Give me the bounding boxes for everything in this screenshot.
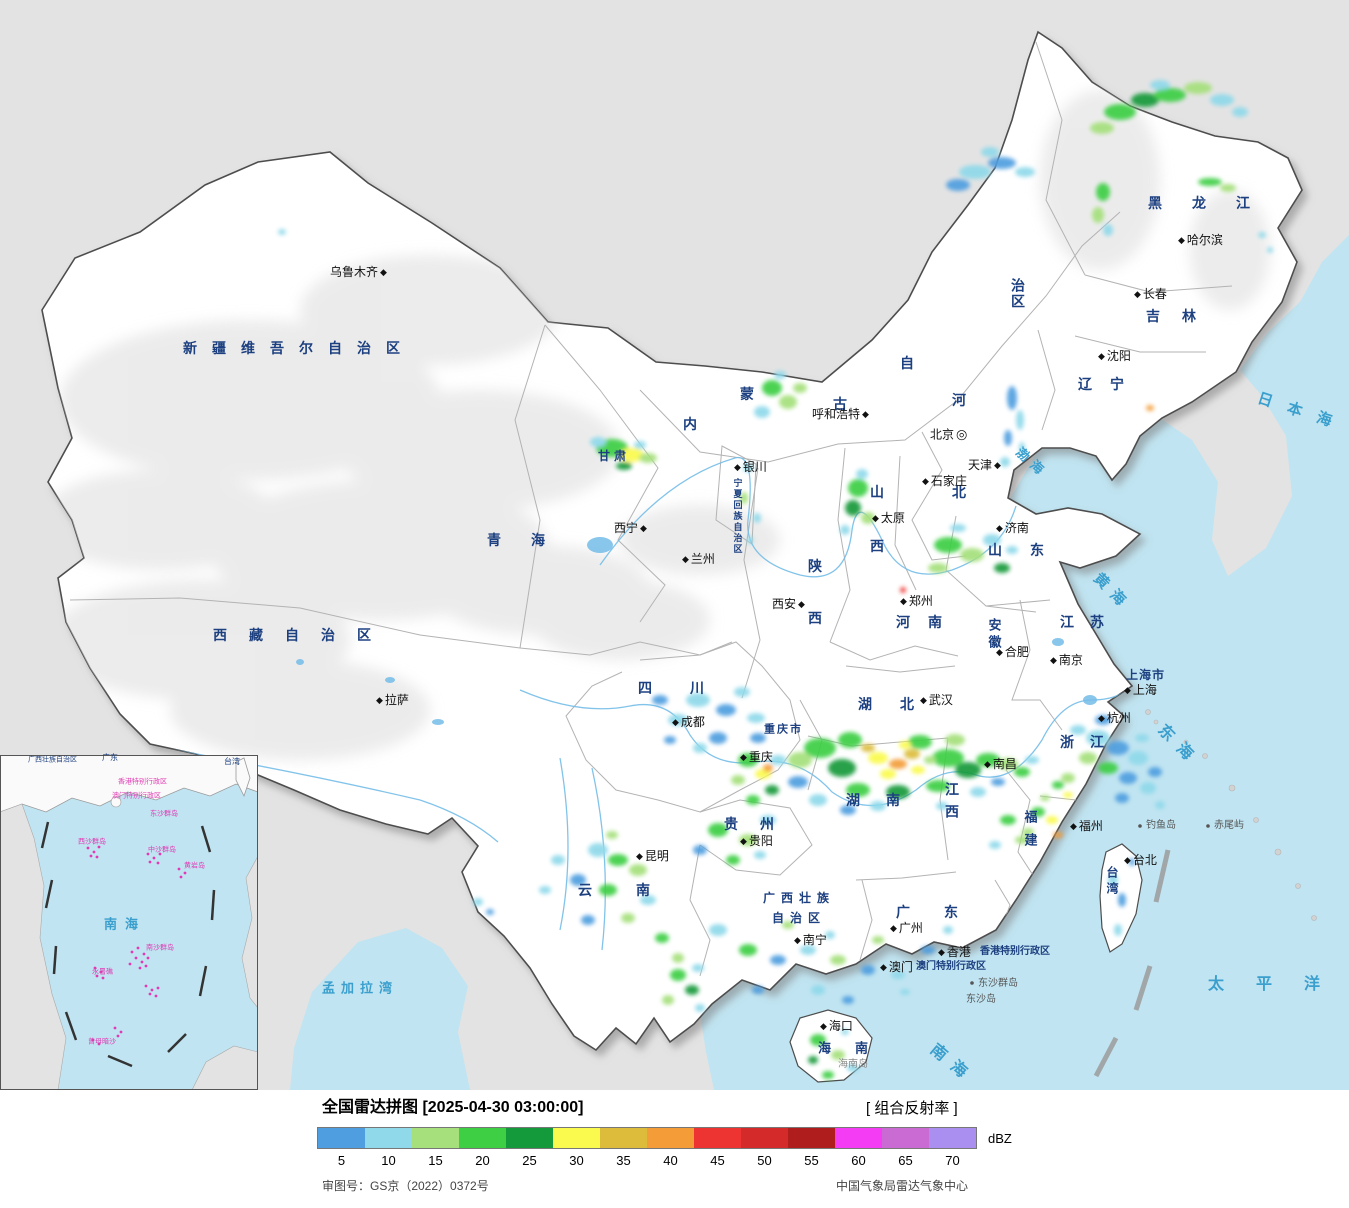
- terrain-shading: [42, 90, 1270, 760]
- legend-panel: 全国雷达拼图 [2025-04-30 03:00:00] [ 组合反射率 ] 5…: [0, 1090, 1349, 1208]
- ryukyu-islets: [1145, 709, 1317, 921]
- legend-cell: [882, 1128, 929, 1148]
- legend-value: 10: [381, 1153, 396, 1168]
- product-name: [ 组合反射率 ]: [866, 1100, 958, 1117]
- inset-reef-markers: [86, 845, 187, 1046]
- radar-echo-layer: [278, 80, 1273, 1079]
- colorbar: [317, 1127, 977, 1149]
- china-radar-map: 新疆维吾尔自治区 西藏自治区 青海 甘肃内蒙古自治区 黑龙江 吉林 辽宁河北山西山东 河南陕西…: [0, 0, 1349, 1090]
- legend-cell: [365, 1128, 412, 1148]
- legend-value: 25: [522, 1153, 537, 1168]
- legend-cell: [788, 1128, 835, 1148]
- legend-cell: [553, 1128, 600, 1148]
- legend-cell: [459, 1128, 506, 1148]
- legend-value: 15: [428, 1153, 443, 1168]
- legend-value: 20: [475, 1153, 490, 1168]
- legend-value: 65: [898, 1153, 913, 1168]
- rivers: [151, 456, 1131, 951]
- legend-cell: [647, 1128, 694, 1148]
- inset-map: [0, 755, 258, 1090]
- ten-dash-line: [1093, 849, 1171, 1078]
- legend-cell: [741, 1128, 788, 1148]
- legend-cell: [318, 1128, 365, 1148]
- small-island-dots: [970, 824, 1210, 985]
- legend-value: 40: [663, 1153, 678, 1168]
- legend-value: 35: [616, 1153, 631, 1168]
- legend-value: 70: [945, 1153, 960, 1168]
- review-number: 审图号：GS京（2022）0372号: [322, 1179, 489, 1193]
- legend-value: 30: [569, 1153, 584, 1168]
- credit: 中国气象局雷达气象中心: [836, 1179, 969, 1193]
- legend-value: 50: [757, 1153, 772, 1168]
- legend-cell: [835, 1128, 882, 1148]
- unit-label: dBZ: [988, 1131, 1012, 1146]
- legend-cell: [412, 1128, 459, 1148]
- legend-cell: [600, 1128, 647, 1148]
- inset-map-border: [0, 755, 258, 1090]
- colorbar-values: 5 10 15 20 25 30 35 40 45 50 55 60 65 70: [318, 1154, 976, 1167]
- legend-value: 60: [851, 1153, 866, 1168]
- map-canvas: [0, 0, 1349, 1090]
- legend-cell: [506, 1128, 553, 1148]
- legend-value: 55: [804, 1153, 819, 1168]
- legend-cell: [694, 1128, 741, 1148]
- legend-value: 45: [710, 1153, 725, 1168]
- legend-cell: [929, 1128, 976, 1148]
- legend-value: 5: [337, 1153, 346, 1168]
- map-title: 全国雷达拼图 [2025-04-30 03:00:00]: [322, 1099, 584, 1116]
